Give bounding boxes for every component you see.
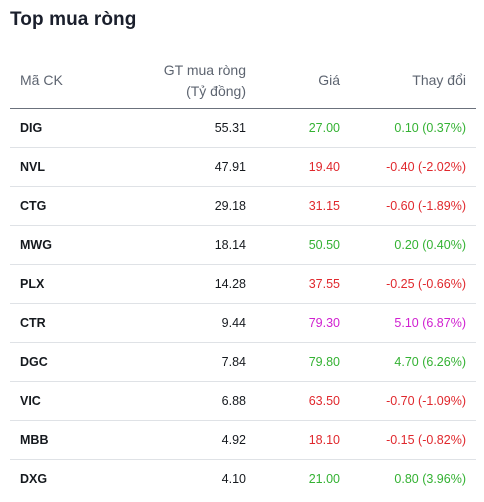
column-header-value-line1: GT mua ròng bbox=[163, 61, 246, 78]
table-row[interactable]: VIC 6.88 63.50 -0.70 (-1.09%) bbox=[10, 381, 476, 421]
column-header-price[interactable]: Giá bbox=[266, 53, 360, 109]
change-value: 0.10 (0.37%) bbox=[360, 108, 476, 148]
column-header-net-buy-value[interactable]: GT mua ròng (Tỷ đồng) bbox=[100, 53, 266, 109]
change-value: 0.20 (0.40%) bbox=[360, 225, 476, 265]
net-buy-value: 55.31 bbox=[100, 108, 266, 148]
stock-code[interactable]: MWG bbox=[10, 225, 100, 265]
stock-code[interactable]: DGC bbox=[10, 342, 100, 382]
change-value: -0.60 (-1.89%) bbox=[360, 186, 476, 226]
widget-title: Top mua ròng bbox=[10, 9, 137, 30]
net-buy-value: 6.88 bbox=[100, 381, 266, 421]
price-value: 63.50 bbox=[266, 381, 360, 421]
table-header-row: Mã CK GT mua ròng (Tỷ đồng) Giá Thay đổi bbox=[10, 53, 476, 109]
price-value: 21.00 bbox=[308, 472, 340, 486]
stock-code[interactable]: DIG bbox=[10, 108, 100, 148]
table-row[interactable]: NVL 47.91 19.40 -0.40 (-2.02%) bbox=[10, 147, 476, 187]
column-header-change-label: Thay đổi bbox=[412, 72, 466, 88]
change-value: -0.15 (-0.82%) bbox=[360, 420, 476, 460]
change-value: -0.70 (-1.09%) bbox=[360, 381, 476, 421]
price-value: 37.55 bbox=[266, 264, 360, 304]
net-buy-value: 9.44 bbox=[100, 303, 266, 343]
price-value: 27.00 bbox=[266, 108, 360, 148]
change-value: -0.40 (-2.02%) bbox=[360, 147, 476, 187]
stock-code[interactable]: CTG bbox=[10, 186, 100, 226]
column-header-code-label: Mã CK bbox=[20, 72, 63, 88]
price-value: 18.10 bbox=[266, 420, 360, 460]
net-buy-value: 18.14 bbox=[100, 225, 266, 265]
net-buy-value: 7.84 bbox=[100, 342, 266, 382]
price-value: 50.50 bbox=[266, 225, 360, 265]
change-value: 4.70 (6.26%) bbox=[360, 342, 476, 382]
column-header-value-line2: (Tỷ đồng) bbox=[186, 82, 246, 99]
price-value: 79.80 bbox=[266, 342, 360, 382]
table-row[interactable]: CTR 9.44 79.30 5.10 (6.87%) bbox=[10, 303, 476, 343]
stock-code[interactable]: DXG bbox=[20, 472, 48, 486]
change-value: 5.10 (6.87%) bbox=[360, 303, 476, 343]
stock-code[interactable]: MBB bbox=[10, 420, 100, 460]
stock-code[interactable]: PLX bbox=[10, 264, 100, 304]
net-buy-value: 47.91 bbox=[100, 147, 266, 187]
price-value: 31.15 bbox=[266, 186, 360, 226]
column-header-code[interactable]: Mã CK bbox=[10, 53, 100, 109]
price-value: 19.40 bbox=[266, 147, 360, 187]
table-row[interactable]: DIG 55.31 27.00 0.10 (0.37%) bbox=[10, 108, 476, 148]
stock-code[interactable]: CTR bbox=[10, 303, 100, 343]
change-value: -0.25 (-0.66%) bbox=[360, 264, 476, 304]
net-buy-value: 29.18 bbox=[100, 186, 266, 226]
table-row[interactable]: PLX 14.28 37.55 -0.25 (-0.66%) bbox=[10, 264, 476, 304]
column-header-price-label: Giá bbox=[318, 72, 340, 88]
column-header-change[interactable]: Thay đổi bbox=[360, 53, 476, 109]
stock-code[interactable]: VIC bbox=[10, 381, 100, 421]
table-row[interactable]: DXG 4.10 21.00 0.80 (3.96%) bbox=[10, 460, 476, 499]
table-row[interactable]: CTG 29.18 31.15 -0.60 (-1.89%) bbox=[10, 186, 476, 226]
net-buy-value: 14.28 bbox=[100, 264, 266, 304]
change-value: 0.80 (3.96%) bbox=[394, 472, 466, 486]
net-buy-value: 4.10 bbox=[221, 472, 246, 486]
price-value: 79.30 bbox=[266, 303, 360, 343]
table-row[interactable]: MWG 18.14 50.50 0.20 (0.40%) bbox=[10, 225, 476, 265]
table-row[interactable]: DGC 7.84 79.80 4.70 (6.26%) bbox=[10, 342, 476, 382]
table-row[interactable]: MBB 4.92 18.10 -0.15 (-0.82%) bbox=[10, 420, 476, 460]
net-buy-value: 4.92 bbox=[100, 420, 266, 460]
net-buy-table: Mã CK GT mua ròng (Tỷ đồng) Giá Thay đổi… bbox=[10, 53, 476, 498]
stock-code[interactable]: NVL bbox=[10, 147, 100, 187]
